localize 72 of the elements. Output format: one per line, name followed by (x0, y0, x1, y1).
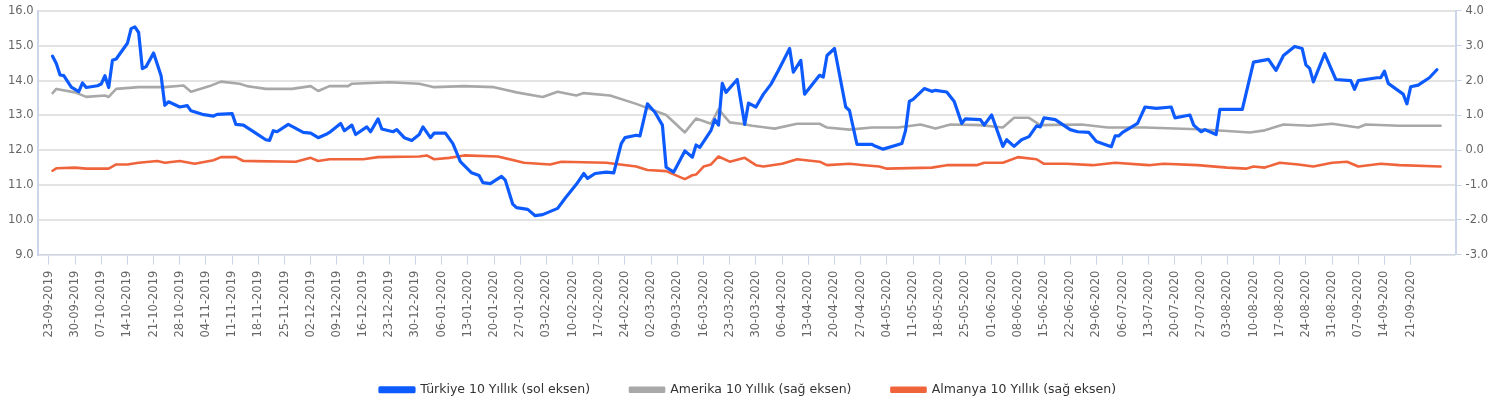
x-tick-label: 07-09-2020 (1350, 270, 1365, 338)
y-tick-label: 16.0 (8, 2, 34, 17)
y-tick-label: 10.0 (8, 211, 34, 226)
x-tick-label: 11-11-2019 (224, 270, 239, 338)
x-tick-label: 27-04-2020 (852, 270, 867, 338)
y2-tick-label: 1.0 (1465, 107, 1484, 122)
legend-label: Amerika 10 Yıllık (sağ eksen) (670, 381, 852, 396)
x-tick-label: 20-01-2020 (486, 270, 501, 338)
y-tick-label: 9.0 (15, 246, 34, 261)
y-tick-label: 13.0 (8, 107, 34, 122)
x-tick-label: 13-04-2020 (800, 270, 815, 338)
x-tick-label: 18-05-2020 (931, 270, 946, 338)
x-tick-label: 02-12-2019 (302, 270, 317, 338)
x-tick-label: 25-05-2020 (957, 270, 972, 338)
x-tick-label: 08-06-2020 (1009, 270, 1024, 338)
x-tick-label: 23-09-2019 (40, 270, 55, 338)
x-tick-label: 23-03-2020 (721, 270, 736, 338)
x-tick-label: 03-02-2020 (538, 270, 553, 338)
x-tick-label: 28-10-2019 (171, 270, 186, 338)
x-tick-label: 01-06-2020 (983, 270, 998, 338)
x-tick-label: 21-10-2019 (145, 270, 160, 338)
x-tick-label: 20-07-2020 (1166, 270, 1181, 338)
x-tick-label: 18-11-2019 (250, 270, 265, 338)
x-tick-label: 04-11-2019 (197, 270, 212, 338)
x-tick-label: 06-04-2020 (774, 270, 789, 338)
y2-tick-label: -3.0 (1465, 246, 1489, 261)
y2-tick-label: -1.0 (1465, 177, 1489, 191)
y-tick-label: 12.0 (8, 142, 34, 157)
y2-tick-label: -2.0 (1465, 211, 1489, 226)
x-tick-label: 14-09-2020 (1376, 270, 1391, 338)
y2-tick-label: 0.0 (1465, 142, 1484, 157)
x-tick-label: 09-12-2019 (328, 270, 343, 338)
x-tick-label: 27-07-2020 (1193, 270, 1208, 338)
x-tick-label: 24-08-2020 (1297, 270, 1312, 338)
x-tick-label: 13-07-2020 (1140, 270, 1155, 338)
x-tick-label: 30-09-2019 (67, 270, 81, 338)
x-tick-label: 17-08-2020 (1271, 270, 1286, 338)
x-tick-label: 30-12-2019 (407, 270, 422, 338)
x-tick-label: 14-10-2019 (119, 270, 134, 338)
x-tick-label: 07-10-2019 (93, 270, 108, 338)
x-tick-label: 23-12-2019 (381, 270, 396, 338)
legend-label: Almanya 10 Yıllık (sağ eksen) (931, 381, 1117, 396)
x-tick-label: 04-05-2020 (878, 270, 893, 338)
x-tick-label: 02-03-2020 (643, 270, 658, 338)
x-tick-label: 27-01-2020 (512, 270, 527, 338)
x-tick-label: 15-06-2020 (1036, 270, 1050, 338)
x-tick-label: 16-12-2019 (355, 270, 370, 338)
x-tick-label: 06-01-2020 (433, 270, 448, 338)
legend-label: Türkiye 10 Yıllık (sol eksen) (419, 381, 591, 396)
x-tick-label: 16-03-2020 (695, 270, 710, 338)
x-tick-label: 31-08-2020 (1324, 270, 1339, 338)
x-tick-label: 17-02-2020 (590, 270, 605, 338)
x-tick-label: 03-08-2020 (1219, 270, 1234, 338)
x-tick-label: 30-03-2020 (747, 270, 762, 338)
x-tick-label: 21-09-2020 (1402, 270, 1417, 338)
x-tick-label: 10-08-2020 (1245, 270, 1260, 338)
x-tick-label: 25-11-2019 (276, 270, 291, 338)
x-tick-label: 06-07-2020 (1114, 270, 1129, 338)
x-tick-label: 22-06-2020 (1062, 270, 1077, 338)
x-tick-label: 29-06-2020 (1088, 270, 1103, 338)
y2-tick-label: 3.0 (1465, 37, 1484, 52)
y-tick-label: 11.0 (8, 177, 34, 191)
x-tick-label: 20-04-2020 (826, 270, 841, 338)
x-tick-label: 11-05-2020 (905, 270, 920, 338)
y2-tick-label: 4.0 (1465, 2, 1484, 17)
y-tick-label: 15.0 (8, 37, 34, 52)
y-tick-label: 14.0 (8, 72, 34, 87)
x-tick-label: 24-02-2020 (616, 270, 631, 338)
x-tick-label: 09-03-2020 (669, 270, 684, 338)
x-tick-label: 10-02-2020 (564, 270, 579, 338)
x-tick-label: 13-01-2020 (459, 270, 474, 338)
y2-tick-label: 2.0 (1465, 72, 1484, 87)
